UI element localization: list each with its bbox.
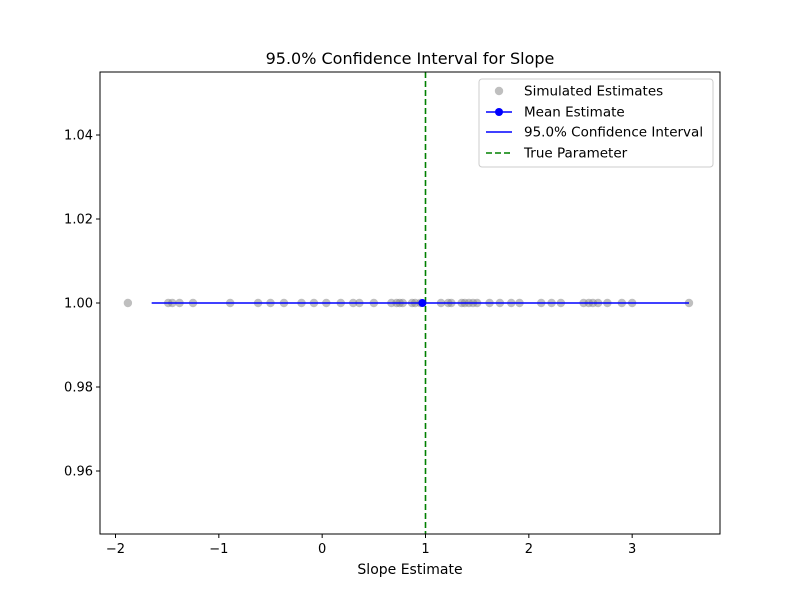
legend-label: True Parameter bbox=[523, 146, 628, 162]
legend-label: 95.0% Confidence Interval bbox=[524, 125, 703, 141]
simulated-estimate-point bbox=[123, 298, 133, 308]
x-axis: −2 −1 0 1 2 3 bbox=[106, 534, 636, 557]
legend-box bbox=[478, 78, 714, 168]
x-tick-label: 3 bbox=[628, 542, 636, 557]
x-tick-label: −1 bbox=[209, 542, 228, 557]
x-axis-label: Slope Estimate bbox=[357, 562, 462, 578]
y-tick-label: 0.96 bbox=[64, 465, 93, 480]
x-tick-label: 1 bbox=[421, 542, 429, 557]
y-tick-label: 0.98 bbox=[64, 381, 93, 396]
mean-estimate-point bbox=[418, 299, 427, 307]
legend-label: Mean Estimate bbox=[524, 105, 625, 121]
y-axis: 0.96 0.98 1.00 1.02 1.04 bbox=[64, 129, 100, 480]
y-tick-label: 1.02 bbox=[64, 213, 93, 228]
y-tick-label: 1.04 bbox=[64, 129, 93, 144]
x-tick-label: 0 bbox=[318, 542, 326, 557]
chart-title: 95.0% Confidence Interval for Slope bbox=[266, 49, 555, 68]
legend-marker-mean bbox=[495, 108, 503, 116]
legend-label: Simulated Estimates bbox=[524, 84, 663, 100]
legend: Simulated Estimates Mean Estimate 95.0% Co… bbox=[478, 78, 714, 168]
legend-marker-simulated bbox=[494, 86, 504, 96]
y-tick-label: 1.00 bbox=[64, 297, 93, 312]
x-tick-label: 2 bbox=[525, 542, 533, 557]
plot-area bbox=[123, 72, 694, 534]
x-tick-label: −2 bbox=[106, 542, 125, 557]
